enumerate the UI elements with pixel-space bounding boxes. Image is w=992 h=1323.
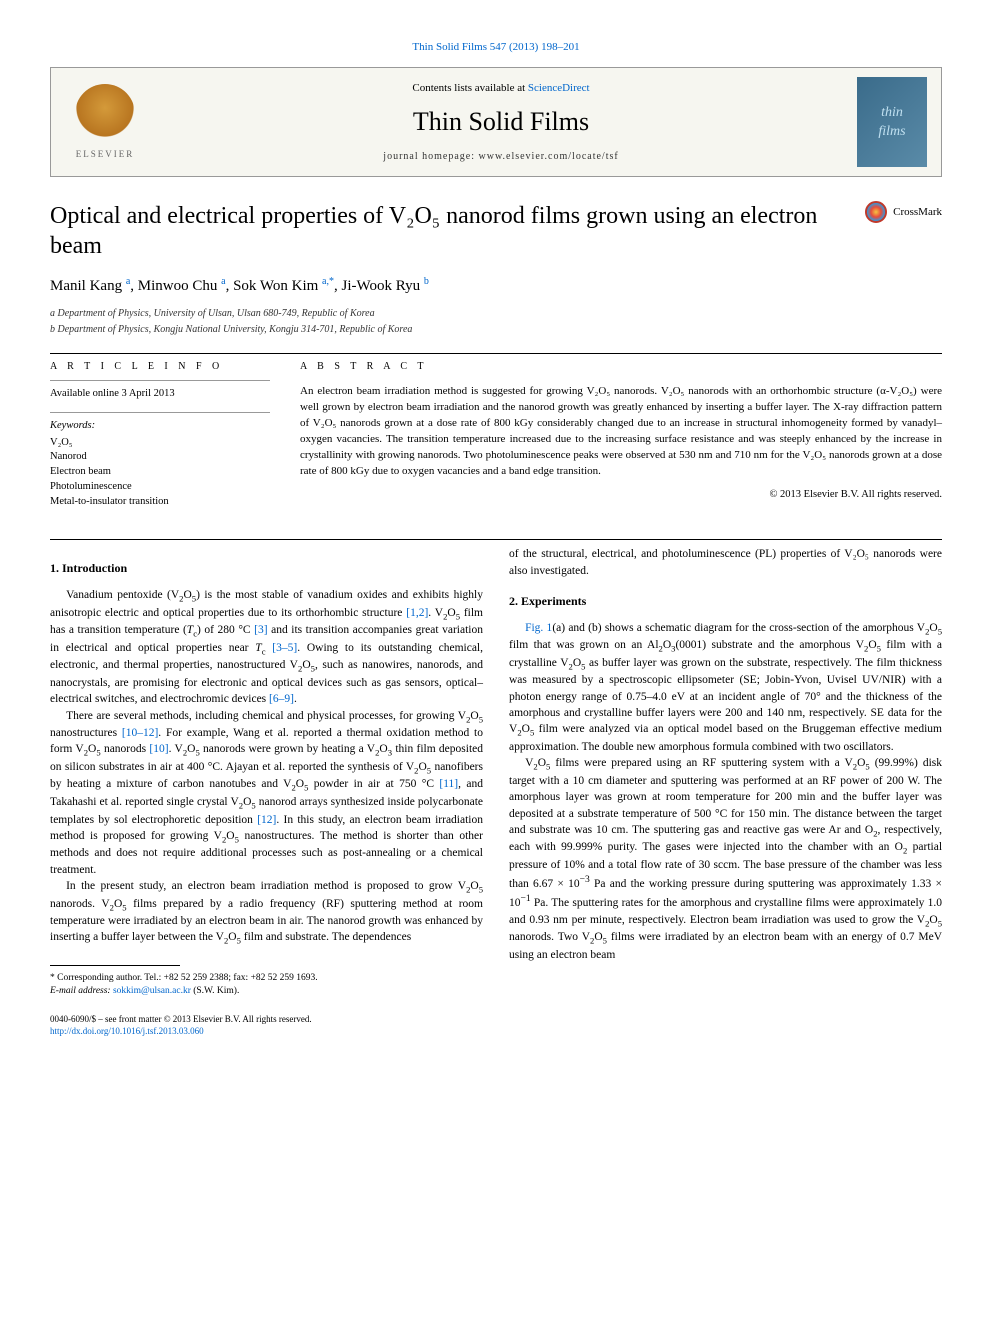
ref-link[interactable]: [3–5] [272,642,297,654]
intro-paragraph-2: There are several methods, including che… [50,708,483,879]
left-column: 1. Introduction Vanadium pentoxide (V2O5… [50,546,483,1038]
abstract-text: An electron beam irradiation method is s… [300,384,942,480]
footnote-separator [50,965,180,966]
intro-paragraph-3: In the present study, an electron beam i… [50,878,483,947]
ref-link[interactable]: [10–12] [122,727,158,739]
doi-link[interactable]: http://dx.doi.org/10.1016/j.tsf.2013.03.… [50,1026,204,1036]
journal-homepage: journal homepage: www.elsevier.com/locat… [145,150,857,164]
keyword: Photoluminescence [50,480,270,495]
article-info-column: A R T I C L E I N F O Available online 3… [50,360,270,509]
abstract-copyright: © 2013 Elsevier B.V. All rights reserved… [300,488,942,503]
crossmark-label: CrossMark [893,205,942,220]
ref-link[interactable]: [3] [254,624,267,636]
exp-paragraph-1: Fig. 1(a) and (b) shows a schematic diag… [509,620,942,755]
sciencedirect-link[interactable]: ScienceDirect [528,82,590,94]
authors-list: Manil Kang a, Minwoo Chu a, Sok Won Kim … [50,275,942,297]
journal-citation: Thin Solid Films 547 (2013) 198–201 [50,40,942,55]
email-suffix: (S.W. Kim). [191,986,239,996]
affil-a[interactable]: a [221,278,225,294]
tsf-line2: films [878,122,905,142]
elsevier-logo: ELSEVIER [65,77,145,167]
ref-link[interactable]: [10] [149,743,168,755]
email-prefix: E-mail address: [50,986,113,996]
body-two-column: 1. Introduction Vanadium pentoxide (V2O5… [50,546,942,1038]
section-heading-experiments: 2. Experiments [509,593,942,610]
contents-lists: Contents lists available at ScienceDirec… [145,81,857,96]
crossmark-icon [865,201,887,223]
journal-header: ELSEVIER Contents lists available at Sci… [50,67,942,177]
ref-link[interactable]: [12] [257,814,276,826]
article-info-label: A R T I C L E I N F O [50,360,270,374]
contents-prefix: Contents lists available at [412,82,527,94]
affiliation-a: a Department of Physics, University of U… [50,307,942,321]
corresponding-author-note: * Corresponding author. Tel.: +82 52 259… [50,972,483,999]
elsevier-tree-icon [75,84,135,144]
ref-link[interactable]: [11] [439,778,458,790]
tsf-cover-logo: thin films [857,77,927,167]
intro-continuation: of the structural, electrical, and photo… [509,546,942,579]
elsevier-label: ELSEVIER [76,148,135,161]
tsf-line1: thin [881,103,903,123]
ref-link[interactable]: [6–9] [269,693,294,705]
abstract-column: A B S T R A C T An electron beam irradia… [300,360,942,509]
abstract-label: A B S T R A C T [300,360,942,374]
journal-name: Thin Solid Films [145,104,857,140]
article-title: Optical and electrical properties of V₂O… [50,201,865,261]
affiliation-b: b Department of Physics, Kongju National… [50,323,942,337]
keyword: V₂O₅ [50,436,270,451]
section-heading-intro: 1. Introduction [50,560,483,577]
divider [50,353,942,354]
corresp-line2: E-mail address: sokkim@ulsan.ac.kr (S.W.… [50,985,483,998]
front-matter: 0040-6090/$ – see front matter © 2013 El… [50,1013,483,1026]
fig-link[interactable]: Fig. 1 [525,622,552,634]
corresp-email-link[interactable]: sokkim@ulsan.ac.kr [113,986,191,996]
keyword: Metal-to-insulator transition [50,495,270,510]
intro-paragraph-1: Vanadium pentoxide (V2O5) is the most st… [50,587,483,707]
exp-paragraph-2: V2O5 films were prepared using an RF spu… [509,755,942,963]
corresp-line1: * Corresponding author. Tel.: +82 52 259… [50,972,483,985]
citation-link[interactable]: Thin Solid Films 547 (2013) 198–201 [412,41,579,53]
divider [50,539,942,540]
ref-link[interactable]: [1,2] [406,607,428,619]
corr-star[interactable]: * [329,278,334,294]
page-footer: 0040-6090/$ – see front matter © 2013 El… [50,1013,483,1039]
crossmark-widget[interactable]: CrossMark [865,201,942,223]
affil-a[interactable]: a [126,278,130,294]
affiliations: a Department of Physics, University of U… [50,307,942,337]
available-online: Available online 3 April 2013 [50,387,270,402]
right-column: of the structural, electrical, and photo… [509,546,942,1038]
keyword: Electron beam [50,465,270,480]
affil-a-corr[interactable]: a, [322,278,329,294]
keyword: Nanorod [50,450,270,465]
keywords-label: Keywords: [50,419,270,434]
affil-b[interactable]: b [424,278,429,294]
